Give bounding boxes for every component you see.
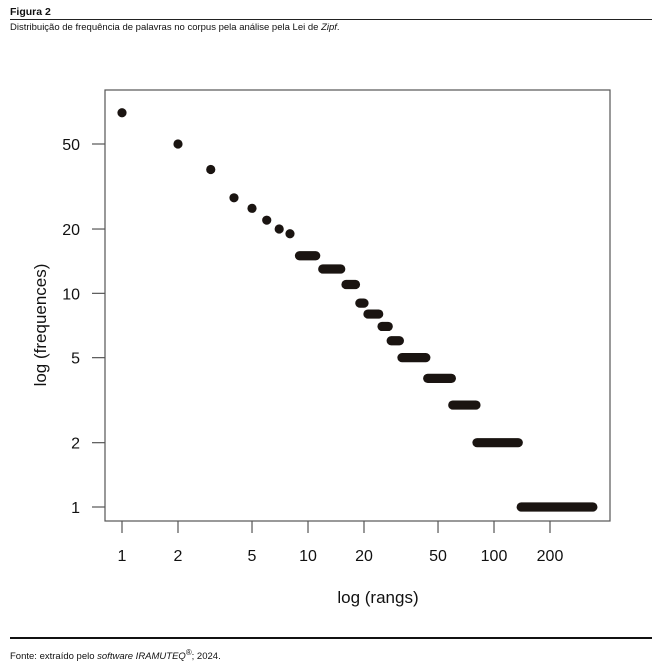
source-year: ; 2024. [191,651,221,663]
y-tick-label: 50 [62,137,80,154]
y-axis-label: log (frequences) [31,264,50,387]
source-text: Fonte: extraído pelo [10,651,98,663]
y-tick-label: 5 [71,351,80,368]
data-point [285,229,295,239]
zipf-scatter-chart: 1 2 5 10 20 50 1 2 5 10 20 50 100 200 log (rangs) lo… [31,89,611,607]
caption-emphasis: Zipf [321,22,337,33]
plot-frame [104,89,611,522]
y-axis: 1 2 5 10 20 50 [62,137,105,517]
figure-caption: Distribuição de frequência de palavras n… [10,21,652,34]
y-tick-label: 20 [62,222,80,239]
header-rule [10,19,652,20]
y-tick-label: 2 [71,436,80,453]
x-axis: 1 2 5 10 20 50 100 200 [118,521,564,565]
data-point [173,139,183,149]
data-points [117,108,598,512]
caption-suffix: . [336,22,340,33]
figure-header: Figura 2 Distribuição de frequência de p… [10,6,652,34]
data-point [206,164,216,175]
footer-rule [10,637,652,639]
figure-label: Figura 2 [10,6,51,18]
y-tick-label: 10 [62,286,80,303]
data-point [262,215,272,225]
x-tick-label: 200 [537,548,564,565]
data-point [229,193,239,203]
source-software: software IRAMUTEQ [97,651,186,663]
registered-mark: ® [185,648,192,657]
x-tick-label: 2 [174,548,183,565]
caption-text: Distribuição de frequência de palavras n… [10,22,322,33]
x-tick-label: 10 [299,548,317,565]
x-tick-label: 20 [355,548,373,565]
x-tick-label: 50 [429,548,447,565]
x-tick-label: 100 [481,548,508,565]
x-tick-label: 1 [118,548,127,565]
source-note: Fonte: extraído pelo software IRAMUTEQ®;… [10,648,652,662]
data-point [247,203,257,213]
data-point [117,108,127,118]
data-point [274,224,284,234]
y-tick-label: 1 [71,500,80,517]
x-axis-label: log (rangs) [337,588,418,607]
figure-footer: Fonte: extraído pelo software IRAMUTEQ®;… [10,637,652,662]
x-tick-label: 5 [248,548,257,565]
